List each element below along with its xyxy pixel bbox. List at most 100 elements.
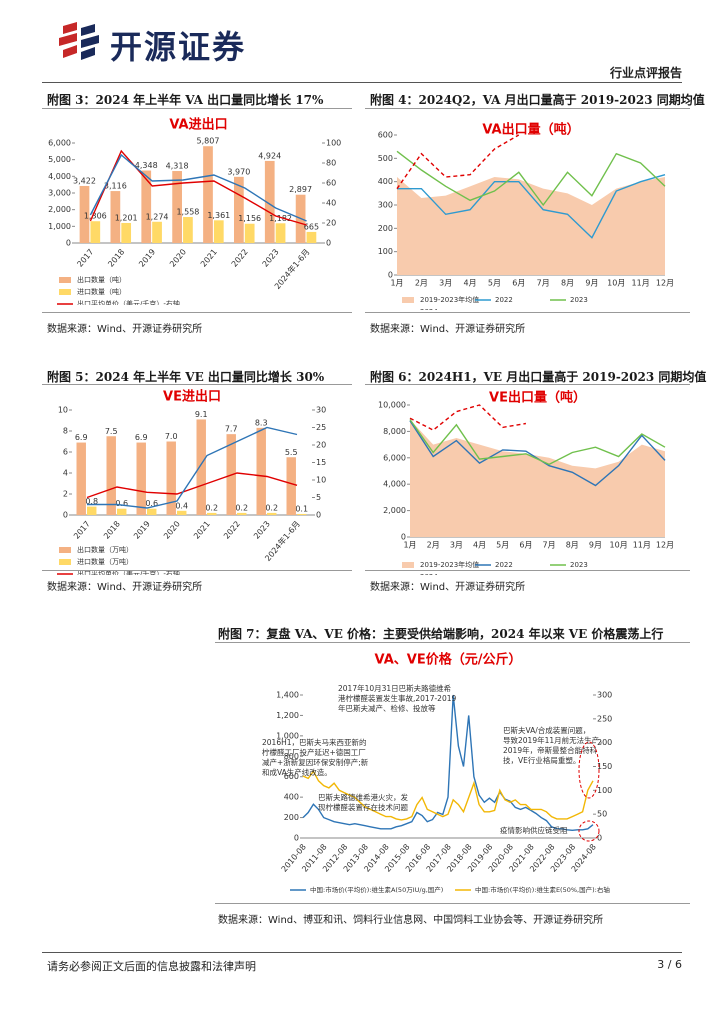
y-tick-label: 0 [294,834,299,843]
annotation: 2016H1，巴斯夫马来西亚新的柠檬醛工厂投产延迟+德国工厂减产+浙新复因环保安… [262,737,369,777]
x-tick-label: 7月 [537,279,550,288]
source: 数据来源：Wind、博亚和讯、饲料行业信息网、中国饲料工业协会等、开源证券研究所 [218,915,604,926]
rule [215,642,690,643]
y2-tick-label: 50 [597,810,607,819]
y-tick-label: 6,000 [383,453,406,462]
chart: VA、VE价格（元/公斤） 0 200 400 600 800 1,000 1,200 1,40… [262,652,612,895]
brand: 开源证券 [110,28,247,66]
chart-title: VE出口量（吨） [489,390,586,406]
bar [172,171,182,243]
rule [42,312,352,313]
bar [213,220,224,243]
highlight [578,741,600,799]
bar [166,441,176,515]
data-label: 3,970 [227,167,250,176]
x-tick-label: 2018 [102,519,122,540]
y-tick-label: 1,400 [276,691,299,700]
legend-label: 2019-2023年均值 [420,295,479,304]
line [396,150,666,207]
annotation-line: 疫情影响供应链受阻 [500,825,568,835]
legend-label: 出口数量（吨） [77,275,126,284]
bar [90,221,101,243]
legend-label: 2019-2023年均值 [420,560,479,569]
data-label: 0.1 [295,504,308,513]
data-label: 1,306 [84,212,107,221]
annotation: 疫情影响供应链受阻 [500,825,568,835]
x-tick-label: 12月 [656,541,674,550]
bar [264,160,275,243]
legend-label: 2024 [420,573,438,575]
bar [256,427,266,515]
x-tick-label: 6月 [512,279,525,288]
annotation-line: 2017年10月31日巴斯夫路德维希 [338,683,452,693]
data-label: 0.4 [175,501,188,510]
x-tick-label: 2020 [168,247,188,268]
line [86,472,298,499]
y-tick-label: 2,000 [48,205,71,214]
data-label: 5.5 [285,448,298,457]
bar [106,436,116,515]
x-tick-label: 2017 [75,247,95,268]
y-tick-label: 4,000 [383,480,406,489]
line [396,134,520,190]
caption: 附图 5：2024 年上半年 VE 出口量同比增长 30% [47,370,325,384]
annotation-line: 巴斯夫VA/合成装置问题， [503,725,590,735]
annotation: 巴斯夫VA/合成装置问题，导致2019年11月前无法生产。 2019年，帝斯曼整合… [503,725,607,765]
bar [110,191,121,243]
y-tick-label: 400 [284,793,299,802]
area [410,419,665,537]
y2-tick-label: 100 [326,139,341,148]
data-label: 0.2 [265,503,278,512]
y-tick-label: 2 [63,490,68,499]
data-label: 3,116 [104,182,127,191]
x-tick-label: 4月 [464,279,477,288]
y2-tick-label: 30 [316,406,326,415]
legend-label: 2022 [495,561,513,569]
x-tick-label: 1月 [390,279,403,288]
x-tick-label: 2017 [72,519,92,540]
x-tick-label: 1月 [403,541,416,550]
rule [42,570,352,571]
bar [196,419,206,515]
rule [365,384,690,385]
bar [237,512,247,515]
data-label: 5,807 [197,137,220,146]
y-tick-label: 10,000 [378,401,406,410]
bar [177,510,187,515]
bar [87,506,97,515]
rule [365,108,690,109]
data-label: 0.8 [85,497,98,506]
y-tick-label: 0 [388,271,393,280]
disclaimer: 请务必参阅正文后面的信息披露和法律声明 [47,960,256,973]
caption: 附图 7：复盘 VA、VE 价格：主要受供给端影响，2024 年以来 VE 价格… [218,627,664,641]
x-tick-label: 2021 [192,519,212,540]
annotation: 巴斯夫路德维希港火灾，发现柠檬醛装置存在技术问题 [318,792,408,812]
rule [365,312,690,313]
data-label: 4,924 [258,151,281,160]
y2-tick-label: 80 [326,159,336,168]
y2-tick-label: 25 [316,423,326,432]
data-label: 0.2 [205,503,218,512]
y2-tick-label: 0 [316,511,321,520]
chart: VA进出口 0 1,000 2,000 3,000 4,000 5,000 6,000 0 20 4… [48,117,341,306]
chart: VE出口量（吨） 0 2,000 4,000 6,000 8,000 10,000 1月 2月 3… [378,390,674,576]
y-tick-label: 800 [284,752,299,761]
highlight [578,820,600,842]
source: 数据来源：Wind、开源证券研究所 [47,324,203,335]
data-label: 7.0 [165,432,178,441]
y2-tick-label: 15 [316,458,326,467]
x-tick-label: 11月 [633,541,651,550]
x-tick-label: 8月 [566,541,579,550]
source: 数据来源：Wind、开源证券研究所 [370,324,526,335]
chart-title: VA进出口 [169,117,227,133]
legend-label: 中国:市场价(平均价):维生素E(50%,国产):右轴 [475,885,610,894]
y2-tick-label: 150 [597,762,612,771]
legend-label: 2022 [495,296,513,304]
line [89,149,307,226]
y2-tick-label: 60 [326,179,336,188]
x-tick-label: 5月 [488,279,501,288]
annotation-line: 巴斯夫路德维希港火灾，发 [318,792,408,802]
y-tick-label: 500 [378,154,393,163]
y2-tick-label: 5 [316,493,321,502]
x-tick-label: 2018 [106,247,126,268]
